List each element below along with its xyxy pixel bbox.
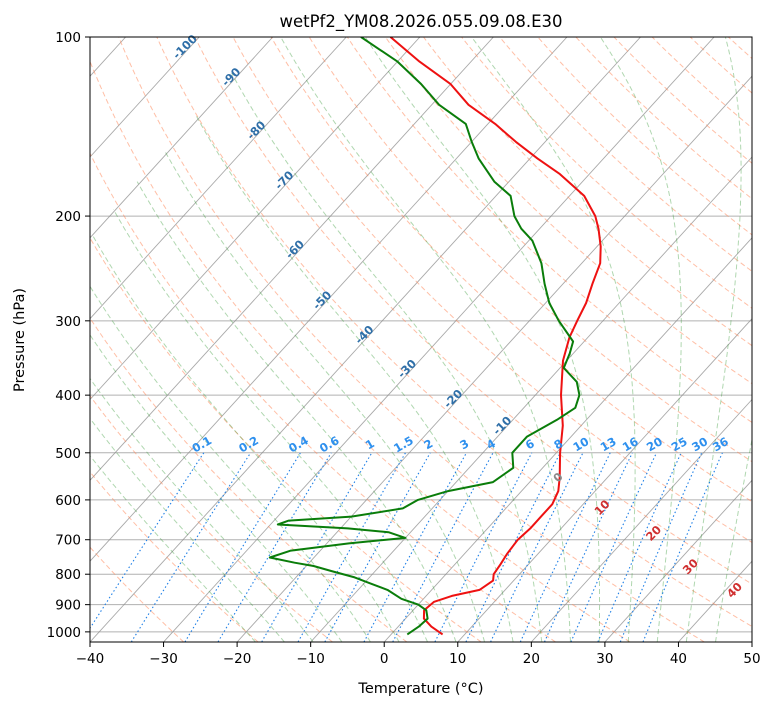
moist-adiabat-line [195, 114, 514, 642]
y-tick-label: 200 [55, 209, 81, 225]
mixing-ratio-line [570, 452, 657, 642]
y-tick-label: 300 [55, 314, 81, 330]
x-tick-label: 20 [523, 651, 540, 667]
mixing-ratio-line [392, 452, 494, 642]
dry-adiabat-line [118, 37, 705, 642]
y-tick-label: 1000 [47, 625, 81, 641]
mixing-ratio-label: 10 [570, 434, 591, 454]
moist-adiabat-line [471, 37, 636, 642]
x-tick-label: 50 [743, 651, 760, 667]
moist-adiabat-line [113, 209, 428, 642]
moist-adiabat-line [599, 37, 682, 642]
y-tick-label: 400 [55, 388, 81, 404]
mixing-ratio-line [619, 452, 703, 642]
dry-adiabat-line [461, 37, 752, 309]
dry-adiabat-line [90, 60, 631, 642]
mixing-ratio-label: 30 [689, 434, 710, 454]
isotherm-line [90, 37, 347, 320]
isotherm-line [90, 37, 494, 482]
mixing-ratio-line [130, 452, 252, 642]
mixing-ratio-label: 13 [598, 434, 619, 454]
mixing-ratio-line [324, 452, 431, 642]
plot-frame [89, 36, 753, 643]
mixing-ratio-line [363, 452, 467, 642]
x-tick-label: 10 [449, 651, 466, 667]
moist-adiabat-line [280, 37, 571, 642]
dry-adiabat-line [537, 37, 752, 236]
dry-adiabat-line [346, 37, 752, 423]
isotherm-line [383, 237, 752, 642]
series-layer [268, 37, 602, 636]
dry-adiabat-line [90, 236, 482, 642]
x-tick-label: 40 [670, 651, 687, 667]
moist-adiabat-line [136, 181, 457, 642]
x-tick-label: −20 [223, 651, 252, 667]
moist-adiabat-line [685, 37, 742, 642]
x-tick-label: −10 [296, 651, 325, 667]
moist-adiabat-line [90, 417, 285, 642]
dry-adiabat-line [423, 37, 752, 347]
isotherm-line [163, 37, 715, 642]
isotherm-line [236, 75, 752, 642]
x-tick-label: 30 [596, 651, 613, 667]
moist-adiabat-line [231, 72, 543, 642]
mixing-ratio-line [297, 452, 406, 642]
isotherm-line [310, 156, 752, 642]
moist-adiabat-line [91, 234, 400, 642]
dry-adiabat-line [90, 152, 556, 642]
moist-adiabat-line [90, 377, 314, 642]
dry-adiabat-line [90, 394, 333, 642]
y-tick-label: 900 [55, 598, 81, 614]
y-tick-label: 100 [55, 30, 81, 46]
dry-adiabat-line [613, 37, 752, 164]
x-tick-label: −30 [149, 651, 178, 667]
mixing-ratio-label: 16 [620, 434, 641, 454]
moist-adiabat-line [90, 454, 256, 642]
x-tick-label: 0 [380, 651, 389, 667]
dry-adiabat-line [308, 37, 752, 463]
isotherm-line [90, 37, 568, 562]
mixing-ratio-line [434, 452, 533, 642]
y-tick-label: 700 [55, 533, 81, 549]
isotherm-line [90, 37, 274, 239]
y-tick-label: 500 [55, 446, 81, 462]
mixing-ratio-line [642, 452, 723, 642]
dry-adiabat-line [90, 471, 259, 642]
moist-adiabat-line [90, 334, 343, 642]
axis-layer: −40 −30 −20 −10 0 10 20 30 40 50 100 200 300 400 500 60… [47, 30, 761, 667]
isotherm-line [531, 398, 752, 642]
mixing-ratio-line [261, 452, 373, 642]
mixing-ratio-line [90, 452, 205, 630]
isotherm-line [90, 37, 200, 158]
dry-adiabat-line [232, 37, 752, 544]
moist-adiabat-line [715, 436, 752, 642]
moist-adiabat-line [90, 285, 371, 642]
mixing-ratio-label: 36 [710, 434, 731, 454]
y-axis-label: Pressure (hPa) [12, 288, 28, 392]
y-tick-label: 600 [55, 493, 81, 509]
temperature-profile-line [389, 37, 602, 636]
mixing-ratio-label: 20 [644, 434, 665, 454]
grid-layer [90, 37, 752, 642]
x-tick-label: −40 [76, 651, 105, 667]
isotherm-line [604, 479, 752, 642]
mixing-ratio-label: 25 [669, 434, 690, 454]
mixing-ratio-line [597, 452, 682, 642]
moist-adiabat-line [364, 37, 601, 642]
dry-adiabat-line [270, 37, 752, 503]
isotherm-line [90, 37, 641, 642]
y-tick-label: 800 [55, 567, 81, 583]
mixing-ratio-line [543, 452, 633, 642]
dewpoint-profile-line [268, 37, 581, 636]
isotherm-line [90, 37, 421, 401]
chart-title: wetPf2_YM08.2026.055.09.08.E30 [279, 12, 562, 32]
x-axis-label: Temperature (°C) [357, 681, 483, 697]
